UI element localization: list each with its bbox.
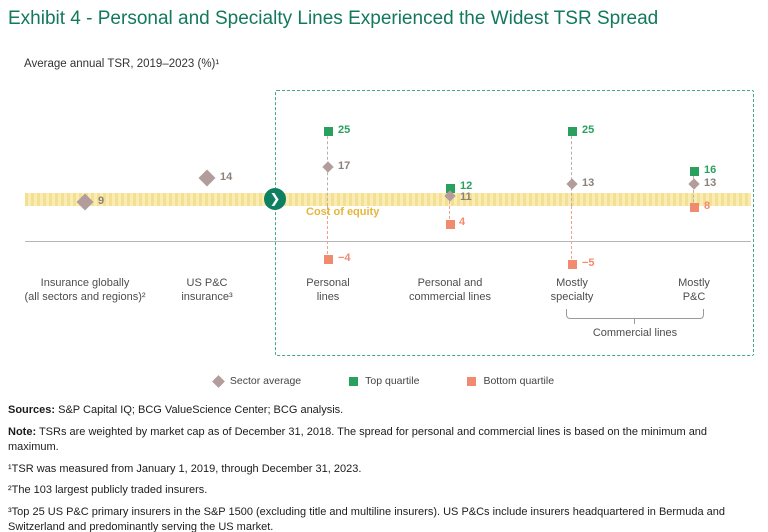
marker-top-quartile [324, 127, 333, 136]
square-icon [467, 376, 477, 386]
exhibit-title: Exhibit 4 - Personal and Specialty Lines… [8, 8, 659, 29]
category-label-line1: Personal and [417, 277, 483, 289]
value-label-sector-average: 17 [338, 160, 351, 172]
highlight-box [275, 90, 754, 356]
connector-line [327, 206, 328, 259]
category-label-line1: Personal [306, 277, 350, 289]
sources-text: S&P Capital IQ; BCG ValueScience Center;… [55, 404, 344, 416]
value-label-bottom-quartile: −5 [582, 257, 595, 269]
category-label-line2: (all sectors and regions)² [24, 291, 146, 303]
legend: Sector average Top quartile Bottom quart… [0, 374, 768, 388]
note-label: Note: [8, 425, 37, 438]
category-label: Insurance globally (all sectors and regi… [0, 276, 170, 304]
category-label-line2: P&C [682, 291, 706, 303]
footnote-3: ³Top 25 US P&C primary insurers in the S… [8, 506, 725, 532]
marker-top-quartile [690, 167, 699, 176]
arrow-circle-icon: ❯ [264, 188, 286, 210]
category-label-line2: insurance³ [181, 291, 233, 303]
footnote-note: Note: TSRs are weighted by market cap as… [8, 425, 760, 455]
note-text: TSRs are weighted by market cap as of De… [8, 425, 708, 453]
category-label-line2: commercial lines [409, 291, 491, 303]
value-label-sector-average: 9 [98, 195, 105, 207]
marker-bottom-quartile [568, 260, 577, 269]
diamond-icon [212, 374, 225, 388]
cost-of-equity-label: Cost of equity [306, 206, 380, 218]
marker-bottom-quartile [446, 220, 455, 229]
connector-line [449, 196, 450, 224]
connector-line [571, 131, 572, 206]
chart-subtitle: Average annual TSR, 2019–2023 (%)¹ [24, 58, 220, 70]
value-label-bottom-quartile: −4 [338, 252, 351, 264]
category-label: Mostly specialty [497, 276, 647, 304]
legend-label: Top quartile [365, 375, 420, 387]
value-label-bottom-quartile: 4 [459, 216, 466, 228]
value-label-top-quartile: 16 [704, 164, 717, 176]
legend-item-bottom-quartile: Bottom quartile [467, 375, 554, 387]
commercial-lines-bracket [566, 309, 704, 319]
zero-axis-line [25, 241, 751, 242]
square-icon [349, 376, 359, 386]
legend-label: Sector average [229, 375, 302, 387]
footnote-1: ¹TSR was measured from January 1, 2019, … [8, 462, 362, 475]
category-label: Mostly P&C [619, 276, 768, 304]
marker-bottom-quartile [690, 203, 699, 212]
category-label-line1: Insurance globally [40, 277, 130, 289]
marker-top-quartile [568, 127, 577, 136]
value-label-sector-average: 14 [220, 171, 233, 183]
category-label: Personal lines [253, 276, 403, 304]
value-label-sector-average: 13 [582, 177, 595, 189]
marker-sector-average [198, 169, 216, 187]
legend-label: Bottom quartile [483, 375, 555, 387]
category-label: US P&C insurance³ [132, 276, 282, 304]
chevron-right-icon: ❯ [269, 191, 281, 206]
commercial-lines-bracket-stub [634, 318, 635, 324]
footnote-sources: Sources: S&P Capital IQ; BCG ValueScienc… [8, 403, 760, 418]
value-label-sector-average: 13 [704, 177, 717, 189]
category-label-line2: specialty [550, 291, 594, 303]
marker-bottom-quartile [324, 255, 333, 264]
value-label-top-quartile: 25 [338, 124, 351, 136]
value-label-bottom-quartile: 8 [704, 200, 711, 212]
value-label-top-quartile: 25 [582, 124, 595, 136]
marker-top-quartile [446, 184, 455, 193]
category-label-line2: lines [316, 291, 340, 303]
cost-of-equity-band [25, 193, 751, 206]
value-label-top-quartile: 12 [460, 180, 473, 192]
sources-label: Sources: [8, 404, 56, 416]
connector-line [571, 206, 572, 264]
bracket-label: Commercial lines [592, 327, 678, 339]
category-label-line1: Mostly [678, 277, 710, 289]
legend-item-top-quartile: Top quartile [349, 375, 419, 387]
category-label-line1: US P&C [186, 277, 228, 289]
value-label-sector-average: 11 [460, 191, 472, 203]
category-label-line1: Mostly [556, 277, 588, 289]
legend-item-sector-average: Sector average [212, 374, 302, 388]
footnote-2: ²The 103 largest publicly traded insurer… [8, 484, 208, 497]
category-label: Personal and commercial lines [375, 276, 525, 304]
footnotes: Sources: S&P Capital IQ; BCG ValueScienc… [8, 403, 760, 532]
